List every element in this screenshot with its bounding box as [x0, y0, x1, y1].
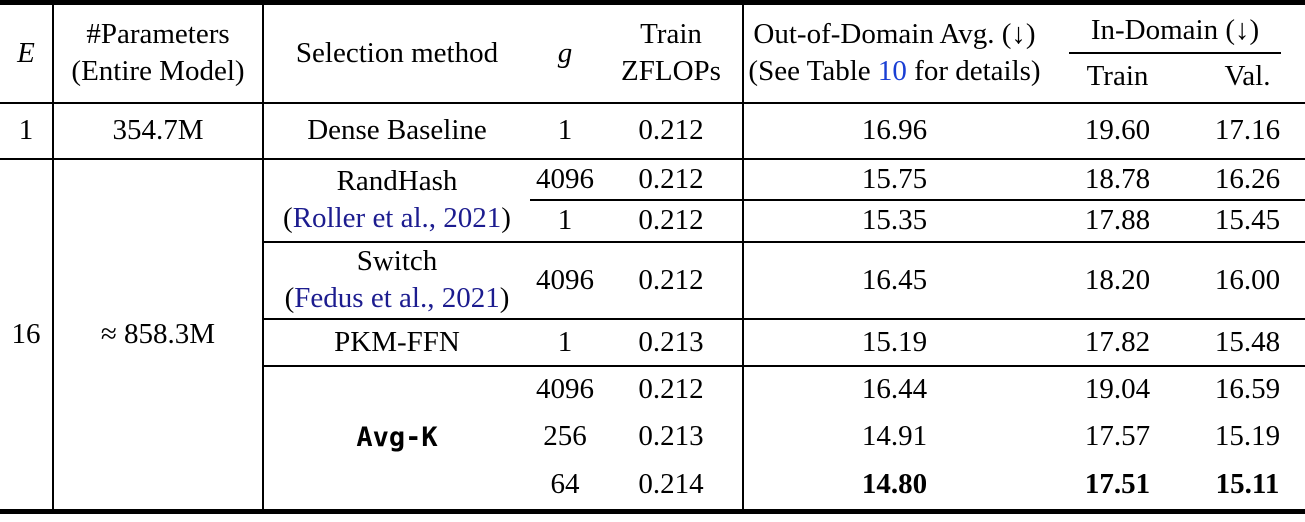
cell-avgk3-train: 17.51 [1084, 467, 1151, 500]
cell-switch-ood: 16.45 [743, 241, 1045, 320]
cell-avgk1-g: 4096 [536, 373, 594, 405]
cell-dense-ood: 16.96 [743, 102, 1045, 160]
cell-avgk3-ood: 14.80 [861, 467, 928, 500]
avgk-name: Avg-K [356, 422, 438, 454]
randhash-citation: (Roller et al., 2021) [264, 200, 530, 237]
header-cell-parameters: #Parameters (Entire Model) [53, 2, 264, 104]
table-row-randhash-1: 1 0.212 15.35 17.88 15.45 [0, 199, 1305, 243]
cell-method-switch: Switch (Fedus et al., 2021) [263, 241, 530, 320]
cell-avgk2-train: 17.57 [1084, 419, 1151, 452]
cell-method-pkm-ffn: PKM-FFN [263, 318, 530, 367]
cell-switch-val: 16.00 [1190, 241, 1305, 320]
cell-avgk1-zflops: 0.212 [600, 365, 744, 413]
cell-avgk3-zflops: 0.214 [600, 459, 744, 512]
header-label-parameters-line2: (Entire Model) [71, 55, 245, 88]
table-row-avgk-4096: Avg-K 4096 0.212 16.44 19.04 16.59 [0, 365, 1305, 453]
header-cell-in-domain: In-Domain (↓) Train Val. [1045, 2, 1305, 104]
cell-method-randhash: RandHash (Roller et al., 2021) [263, 158, 530, 243]
randhash-name: RandHash [336, 165, 458, 197]
header-row: E #Parameters (Entire Model) Selection m… [0, 2, 1305, 104]
cell-params-858m: ≈ 858.3M [53, 158, 264, 512]
cell-randhash2-g: 1 [530, 199, 600, 243]
header-label-see-table: (See Table 10 for details) [744, 53, 1045, 90]
cell-method-avgk: Avg-K [263, 366, 530, 512]
header-label-g: g [557, 36, 573, 69]
header-label-in-domain-train: Train [1086, 59, 1149, 92]
cell-avgk1-val: 16.59 [1214, 373, 1281, 405]
header-cell-out-of-domain: Out-of-Domain Avg. (↓) (See Table 10 for… [743, 2, 1045, 104]
header-label-train: Train [640, 18, 702, 51]
table-10-link[interactable]: 10 [877, 55, 907, 88]
citation-link-roller[interactable]: Roller et al., 2021 [292, 202, 502, 234]
cell-method-dense: Dense Baseline [263, 102, 530, 160]
cell-dense-zflops: 0.212 [600, 102, 744, 160]
table-row-randhash-4096: 16 ≈ 858.3M RandHash (Roller et al., 202… [0, 158, 1305, 512]
cell-dense-g: 1 [530, 102, 600, 160]
cell-randhash2-zflops: 0.212 [600, 199, 744, 243]
cell-pkm-val: 15.48 [1190, 318, 1305, 367]
cell-avgk2-g: 256 [543, 419, 587, 452]
switch-name: Switch [356, 245, 438, 277]
cell-randhash1-train: 18.78 [1045, 158, 1190, 201]
randhash-cite-post: ) [501, 202, 511, 234]
cell-randhash1-val: 16.26 [1190, 158, 1305, 201]
table-row-switch: Switch (Fedus et al., 2021) 4096 0.212 1… [0, 241, 1305, 320]
header-label-parameters-line1: #Parameters [86, 18, 230, 51]
cell-avgk2-val: 15.19 [1214, 419, 1281, 452]
see-table-post: for details) [906, 55, 1041, 88]
header-label-in-domain-val: Val. [1224, 59, 1271, 92]
cell-avgk3-g: 64 [550, 467, 580, 500]
header-label-e: E [17, 36, 35, 69]
cell-switch-zflops: 0.212 [600, 241, 744, 320]
cell-avgk2-zflops: 0.213 [600, 412, 744, 460]
cell-randhash2-ood: 15.35 [743, 199, 1045, 243]
header-label-out-of-domain: Out-of-Domain Avg. (↓) [753, 18, 1036, 51]
header-label-selection-method: Selection method [295, 36, 499, 69]
switch-cite-pre: ( [284, 282, 295, 314]
header-cell-selection-method: Selection method [263, 2, 530, 104]
cell-pkm-zflops: 0.213 [600, 318, 744, 367]
cell-avgk2-ood: 14.91 [861, 419, 928, 452]
header-cell-train-zflops: Train ZFLOPs [600, 2, 744, 104]
cell-pkm-train: 17.82 [1045, 318, 1190, 367]
randhash-cite-pre: ( [283, 202, 293, 234]
table-row-dense-baseline: 1 354.7M Dense Baseline 1 0.212 16.96 19… [0, 102, 1305, 160]
cell-pkm-g: 1 [530, 318, 600, 367]
cell-dense-val: 17.16 [1190, 102, 1305, 160]
switch-citation: (Fedus et al., 2021) [264, 280, 530, 317]
cell-avgk1-ood: 16.44 [861, 373, 928, 405]
see-table-pre: (See Table [748, 55, 878, 88]
table-row-pkm-ffn: PKM-FFN 1 0.213 15.19 17.82 15.48 [0, 318, 1305, 367]
cell-randhash2-train: 17.88 [1045, 199, 1190, 243]
cell-randhash1-g: 4096 [530, 158, 600, 201]
cell-randhash1-ood: 15.75 [743, 158, 1045, 201]
cell-switch-g: 4096 [530, 241, 600, 320]
in-domain-subheader: Train Val. [1045, 54, 1305, 93]
citation-link-fedus[interactable]: Fedus et al., 2021 [294, 282, 500, 314]
cell-switch-train: 18.20 [1045, 241, 1190, 320]
cell-randhash1-zflops: 0.212 [600, 158, 744, 201]
cell-e-16: 16 [0, 158, 54, 512]
header-label-zflops: ZFLOPs [621, 55, 721, 88]
cell-avgk3-val: 15.11 [1215, 467, 1280, 500]
cell-dense-train: 19.60 [1045, 102, 1190, 160]
cell-e-1: 1 [0, 102, 54, 160]
cell-avgk1-train: 19.04 [1084, 373, 1151, 405]
switch-cite-post: ) [499, 282, 510, 314]
cell-randhash2-val: 15.45 [1190, 199, 1305, 243]
cell-params-354m: 354.7M [53, 102, 264, 160]
header-cell-e: E [0, 2, 54, 104]
header-cell-g: g [530, 2, 600, 104]
table-row-avgk-256: 256 0.213 14.91 17.57 15.19 [0, 412, 1305, 460]
cell-pkm-ood: 15.19 [743, 318, 1045, 367]
table-row-avgk-64: 64 0.214 14.80 17.51 15.11 [0, 459, 1305, 512]
header-label-in-domain: In-Domain (↓) [1069, 14, 1281, 54]
